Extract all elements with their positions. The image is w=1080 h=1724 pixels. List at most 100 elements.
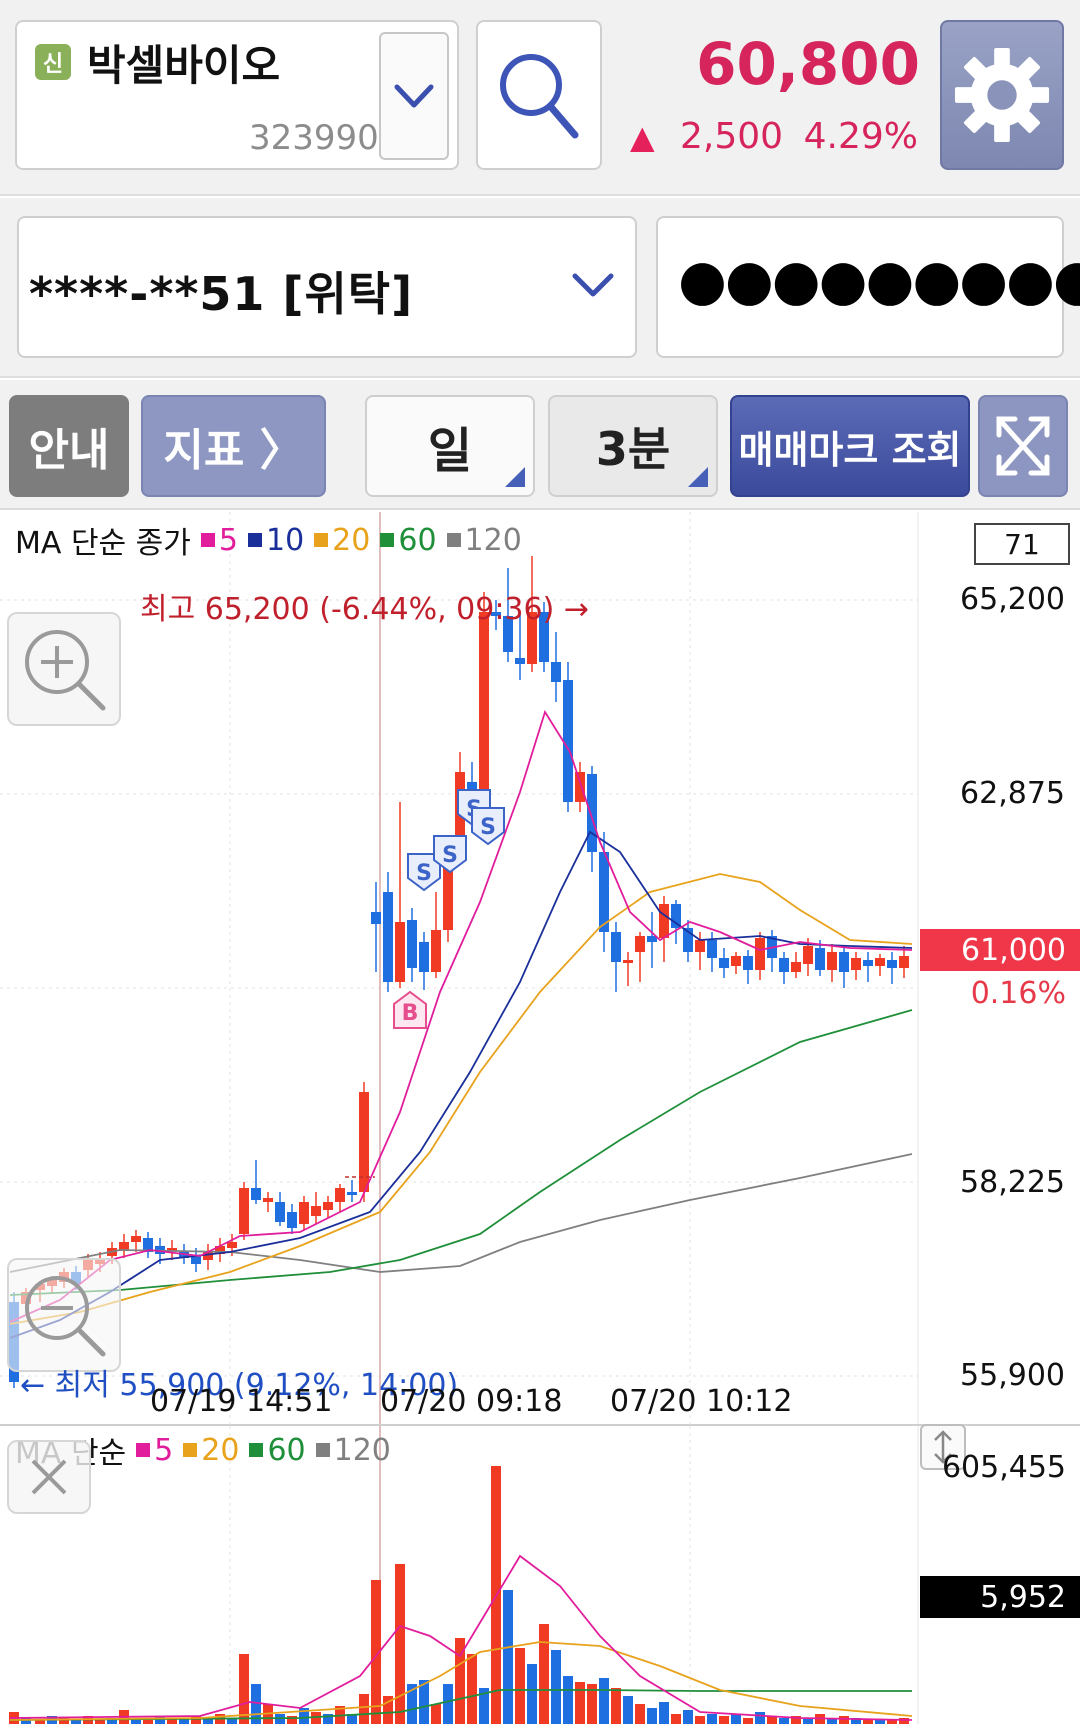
dropdown-corner-icon xyxy=(505,467,525,487)
close-pane-button[interactable] xyxy=(7,1440,91,1514)
volume-bar xyxy=(791,1716,801,1724)
candle-body xyxy=(887,960,897,968)
ma20-line xyxy=(9,873,913,1325)
dropdown-corner-icon xyxy=(688,467,708,487)
volume-bar xyxy=(167,1718,177,1724)
volume-bar xyxy=(635,1704,645,1724)
candle-body xyxy=(191,1256,201,1264)
password-field[interactable]: ●●●●●●●●● xyxy=(656,216,1080,358)
candle-body xyxy=(743,956,753,970)
candle-body xyxy=(695,940,705,952)
candle-body xyxy=(419,942,429,972)
ma5-line xyxy=(9,709,913,1323)
candle-body xyxy=(527,612,537,664)
volume-chart[interactable] xyxy=(0,1426,1080,1724)
password-mask: ●●●●●●●●● xyxy=(678,248,1080,313)
pane-divider xyxy=(0,1424,1080,1426)
volume-bar xyxy=(647,1708,657,1724)
stock-name: 박셀바이오 xyxy=(87,41,281,90)
x-tick-label: 07/20 10:12 xyxy=(610,1384,793,1419)
volume-bar xyxy=(767,1716,777,1724)
candle-body xyxy=(371,912,381,924)
volume-bar xyxy=(35,1719,45,1724)
volume-bar xyxy=(359,1694,369,1724)
candle-body xyxy=(299,1202,309,1224)
trade-mark-tag[interactable]: S xyxy=(407,853,441,892)
svg-text:B: B xyxy=(402,1001,419,1026)
search-icon xyxy=(500,54,579,139)
trade-mark-tag[interactable]: S xyxy=(433,835,467,874)
current-change-tag: 0.16% xyxy=(970,976,1066,1011)
legend-ma120: 120 xyxy=(315,1433,391,1468)
volume-bar xyxy=(299,1708,309,1724)
period-3min-button[interactable]: 3분 xyxy=(548,395,718,497)
volume-bar xyxy=(599,1678,609,1724)
account-selector[interactable]: ****-**51 [위탁] xyxy=(17,216,637,358)
volume-bar xyxy=(479,1688,489,1724)
search-button[interactable] xyxy=(476,20,602,170)
candle-body xyxy=(335,1188,345,1202)
volume-bar xyxy=(611,1688,621,1724)
guide-button[interactable]: 안내 xyxy=(9,395,129,497)
volume-bar xyxy=(743,1718,753,1724)
candle-body xyxy=(143,1238,153,1252)
ma120-line xyxy=(9,1153,913,1273)
volume-bar xyxy=(155,1716,165,1724)
stock-dropdown-button[interactable] xyxy=(379,32,449,160)
resize-pane-button[interactable] xyxy=(920,1424,966,1470)
legend-ma60: 60 xyxy=(249,1433,306,1468)
volume-bar xyxy=(707,1714,717,1724)
price-chart[interactable]: BSSSS xyxy=(0,512,1080,1424)
settings-button[interactable] xyxy=(940,20,1064,170)
candle-body xyxy=(275,1202,285,1222)
candle-body xyxy=(383,892,393,982)
trade-mark-button[interactable]: 매매마크 조회 xyxy=(730,395,970,497)
candle-body xyxy=(311,1206,321,1216)
volume-bar xyxy=(755,1712,765,1724)
candle-body xyxy=(647,936,657,942)
volume-bar xyxy=(251,1684,261,1724)
chevron-down-icon[interactable] xyxy=(571,270,615,304)
svg-text:S: S xyxy=(480,815,496,840)
y-tick-label: 55,900 xyxy=(960,1358,1065,1393)
legend-title: MA 단순 종가 xyxy=(15,526,191,561)
volume-bar xyxy=(563,1676,573,1724)
account-number: ****-**51 [위탁] xyxy=(29,267,414,321)
low-price-label: ← 최저 55,900 (9.12%, 14:00) xyxy=(20,1368,459,1403)
trade-mark-tag[interactable]: B xyxy=(393,990,427,1029)
candle-body xyxy=(347,1192,357,1195)
legend-ma5: 5 xyxy=(200,523,238,558)
candle-body xyxy=(395,922,405,982)
zoom-in-button[interactable] xyxy=(7,612,121,726)
volume-bar xyxy=(515,1648,525,1724)
candle-body xyxy=(731,956,741,966)
candle-body xyxy=(431,930,441,972)
volume-bar xyxy=(551,1650,561,1724)
volume-bar xyxy=(71,1720,81,1724)
fullscreen-button[interactable] xyxy=(978,395,1068,497)
candle-body xyxy=(635,936,645,952)
candle-body xyxy=(323,1202,333,1210)
candle-body xyxy=(599,852,609,932)
price-change: 2,500 xyxy=(680,116,784,157)
candle-body xyxy=(779,958,789,972)
vol-ma20-line xyxy=(9,1641,913,1721)
candle-body xyxy=(611,932,621,962)
trade-mark-tag[interactable]: S xyxy=(471,807,505,846)
candle-body xyxy=(827,952,837,970)
candle-body xyxy=(131,1236,141,1242)
zoom-out-button[interactable] xyxy=(7,1258,121,1372)
candle-body xyxy=(683,928,693,952)
high-price-label: 최고 65,200 (-6.44%, 09:36) → xyxy=(140,592,589,627)
candle-body xyxy=(539,612,549,662)
stock-selector[interactable]: 신 박셀바이오 323990 xyxy=(15,20,459,170)
current-price-tag: 61,000 xyxy=(920,929,1080,971)
indicator-button[interactable]: 지표 〉 xyxy=(141,395,326,497)
volume-bar xyxy=(587,1684,597,1724)
zoom-in-icon xyxy=(25,630,106,711)
y-tick-label: 65,200 xyxy=(960,582,1065,617)
candle-body xyxy=(851,958,861,970)
vol-ma5-line xyxy=(9,1554,913,1721)
period-day-button[interactable]: 일 xyxy=(365,395,535,497)
volume-bar xyxy=(899,1718,909,1724)
